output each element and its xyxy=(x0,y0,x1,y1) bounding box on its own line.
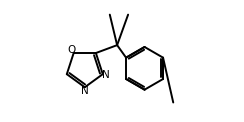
Text: N: N xyxy=(102,70,110,80)
Text: O: O xyxy=(67,45,76,55)
Text: N: N xyxy=(81,86,89,96)
